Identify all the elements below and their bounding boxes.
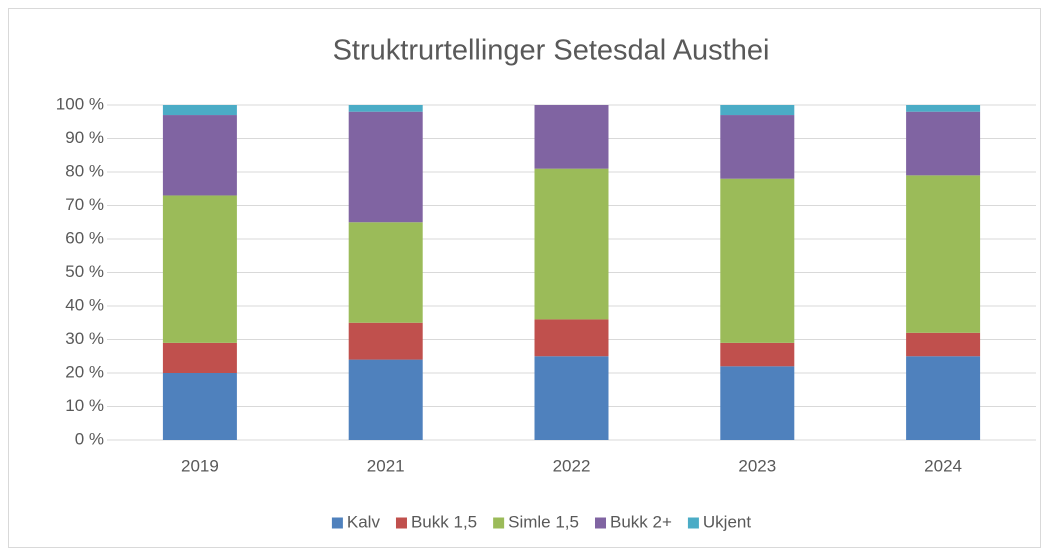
bar-segment bbox=[348, 322, 423, 360]
y-tick-label: 60 % bbox=[65, 228, 104, 247]
y-tick-label: 50 % bbox=[65, 262, 104, 281]
legend-swatch bbox=[595, 517, 607, 529]
bar-segment bbox=[906, 105, 981, 112]
y-tick-label: 70 % bbox=[65, 195, 104, 214]
legend-swatch bbox=[493, 517, 505, 529]
bar-segment bbox=[348, 105, 423, 112]
bar-segment bbox=[162, 373, 237, 440]
x-tick-label: 2019 bbox=[181, 456, 219, 475]
bar-segment bbox=[720, 105, 795, 116]
legend-swatch bbox=[395, 517, 407, 529]
legend-swatch bbox=[331, 517, 343, 529]
legend-label: Simle 1,5 bbox=[508, 512, 579, 531]
bar-segment bbox=[534, 356, 609, 440]
y-tick-label: 40 % bbox=[65, 295, 104, 314]
y-tick-label: 20 % bbox=[65, 362, 104, 381]
bar-segment bbox=[348, 222, 423, 323]
chart-title: Struktrurtellinger Setesdal Austhei bbox=[333, 35, 770, 67]
legend-label: Bukk 1,5 bbox=[411, 512, 477, 531]
bar-segment bbox=[162, 105, 237, 116]
bar-segment bbox=[348, 359, 423, 440]
legend-label: Bukk 2+ bbox=[610, 512, 672, 531]
y-tick-label: 80 % bbox=[65, 161, 104, 180]
bar-segment bbox=[906, 356, 981, 440]
y-tick-label: 100 % bbox=[56, 94, 104, 113]
legend-label: Kalv bbox=[347, 512, 381, 531]
bar-segment bbox=[720, 342, 795, 367]
bar-segment bbox=[906, 111, 981, 176]
y-tick-label: 30 % bbox=[65, 329, 104, 348]
x-tick-label: 2022 bbox=[553, 456, 591, 475]
y-tick-label: 10 % bbox=[65, 396, 104, 415]
bar-segment bbox=[348, 111, 423, 223]
bar-segment bbox=[534, 105, 609, 169]
bar-segment bbox=[534, 168, 609, 320]
bar-segment bbox=[162, 115, 237, 196]
y-tick-label: 0 % bbox=[75, 429, 104, 448]
bar-segment bbox=[162, 195, 237, 343]
bar-segment bbox=[534, 319, 609, 357]
x-tick-label: 2023 bbox=[738, 456, 776, 475]
bar-segment bbox=[906, 332, 981, 357]
x-tick-label: 2021 bbox=[367, 456, 405, 475]
y-tick-label: 90 % bbox=[65, 128, 104, 147]
bar-segment bbox=[720, 178, 795, 343]
bar-segment bbox=[720, 115, 795, 179]
bar-segment bbox=[162, 342, 237, 373]
legend-label: Ukjent bbox=[703, 512, 751, 531]
legend-swatch bbox=[687, 517, 699, 529]
bar-segment bbox=[906, 175, 981, 333]
x-tick-label: 2024 bbox=[924, 456, 962, 475]
bar-segment bbox=[720, 366, 795, 440]
